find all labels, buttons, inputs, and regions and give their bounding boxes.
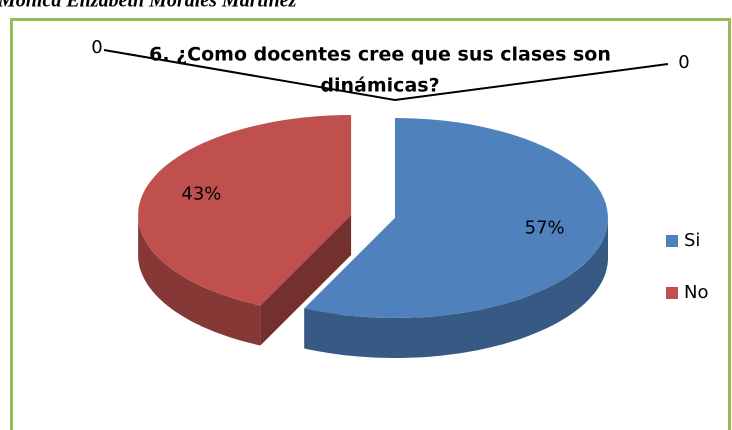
- slice-side: [138, 215, 261, 346]
- slice-wall: [260, 215, 352, 346]
- legend-swatch: [666, 287, 678, 299]
- legend-label: No: [684, 282, 708, 303]
- data-label: 57%: [525, 218, 565, 239]
- pie-slice: [304, 118, 608, 318]
- legend-swatch: [666, 235, 678, 247]
- data-label: 0: [91, 37, 102, 58]
- chart-title: 6. ¿Como docentes cree que sus clases so…: [149, 44, 611, 66]
- leader-line: [103, 49, 669, 102]
- chart-frame: [10, 18, 731, 430]
- data-label: 43%: [181, 183, 221, 204]
- pie-slice: [138, 115, 352, 306]
- slice-side: [304, 218, 608, 358]
- author: Mónica Elizabeth Morales Martínez: [0, 0, 297, 12]
- data-label: 0: [678, 52, 689, 73]
- chart-title: dinámicas?: [320, 75, 439, 97]
- legend-label: Si: [684, 230, 700, 251]
